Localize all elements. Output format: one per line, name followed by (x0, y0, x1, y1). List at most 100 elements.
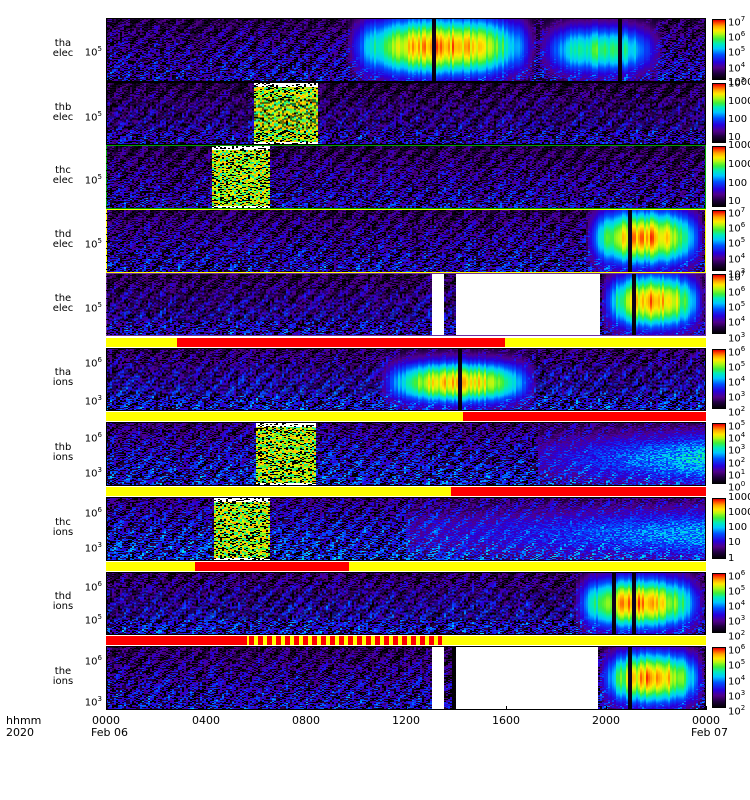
x-tickmark (706, 706, 707, 710)
colorbar-the-elec (712, 273, 726, 335)
spectrogram-panel-thc-ions (106, 496, 706, 561)
y-tickmark (106, 213, 109, 214)
colorbar-label-the-elec-4: 103 (728, 330, 746, 344)
y-tickmark (106, 365, 109, 366)
y-tickmark (106, 685, 109, 686)
panel-label-line1: thb (54, 442, 72, 454)
y-tickmark (106, 206, 109, 207)
y-tickmark (106, 351, 109, 352)
y-tickmark (106, 43, 109, 44)
y-tickmark (106, 312, 109, 313)
y-tickmark (106, 433, 109, 434)
spectrogram-panel-the-elec (106, 272, 706, 337)
colorbar-label-thc-ions-2: 100 (728, 522, 748, 534)
spectrogram-image-the-ions (106, 646, 706, 710)
panel-label-thd-ions: thd ions (48, 592, 78, 612)
colorbar-label-tha-ions-0: 106 (728, 344, 746, 358)
y-tickmark (106, 22, 109, 23)
colorbar-label-the-elec-0: 107 (728, 269, 746, 284)
spectrogram-panel-thd-elec (106, 209, 706, 273)
y-tickmark (106, 372, 109, 373)
x-date-start: Feb 06 (91, 726, 128, 739)
y-tickmark (106, 386, 109, 387)
y-tick-thd-ions-0: 106 (84, 580, 102, 594)
y-tickmark (106, 358, 109, 359)
spectrogram-image-thc-elec (106, 145, 706, 210)
y-tickmark (106, 78, 109, 79)
y-tickmark (106, 248, 109, 249)
status-after-thb-ions (106, 486, 706, 496)
colorbar-label-thc-ions-4: 1 (728, 552, 735, 564)
x-tick-label-5: 2000 (591, 714, 620, 727)
spectrogram-panel-thb-ions (106, 422, 706, 486)
colorbar-label-tha-elec-4: 103 (728, 75, 746, 90)
status-after-tha-ions (106, 412, 706, 422)
y-tick-thc-elec-0: 105 (84, 173, 102, 187)
colorbar-gradient (713, 211, 725, 270)
x-tickmark (206, 706, 207, 710)
panel-label-line1: tha (54, 37, 72, 49)
colorbar-label-the-ions-4: 102 (728, 704, 746, 718)
y-tickmark (106, 440, 109, 441)
status-after-tha-ions-segment-0 (106, 412, 463, 422)
y-tickmark (106, 706, 109, 707)
y-tickmark (106, 475, 109, 476)
spectrogram-image-thc-ions (106, 496, 706, 561)
colorbar-label-thb-ions-1: 104 (728, 431, 746, 445)
x-tickmark (506, 706, 507, 710)
y-tickmark (106, 71, 109, 72)
colorbar-label-thc-ions-0: 10000 (728, 491, 750, 503)
y-tick-thd-elec-0: 105 (84, 236, 102, 251)
y-tick-tha-elec-0: 105 (84, 44, 102, 58)
y-tickmark (106, 522, 109, 523)
y-tickmark (106, 596, 109, 597)
status-after-thd-ions-segment-2 (248, 636, 442, 646)
y-tickmark (106, 515, 109, 516)
y-tick-thc-ions-0: 106 (84, 505, 102, 519)
spectrogram-image-the-elec (106, 272, 706, 337)
y-tickmark (106, 128, 109, 129)
y-tickmark (106, 149, 109, 150)
y-tickmark (106, 333, 109, 334)
x-tick-label-2: 0800 (291, 714, 320, 727)
colorbar-label-the-elec-2: 105 (728, 300, 746, 314)
colorbar-thb-elec (712, 82, 726, 144)
panel-label-line2: ions (52, 452, 74, 464)
colorbar-label-thb-elec-3: 10 (728, 131, 741, 143)
colorbar-tha-elec (712, 19, 726, 80)
y-tickmark (106, 678, 109, 679)
y-tickmark (106, 135, 109, 136)
colorbar-label-thd-elec-3: 104 (728, 251, 746, 265)
colorbar-thd-ions (712, 572, 726, 634)
colorbar-label-thb-ions-5: 100 (728, 479, 746, 494)
panel-label-tha-ions: tha ions (48, 368, 78, 388)
y-tickmark (106, 298, 109, 299)
y-tickmark (106, 543, 109, 544)
colorbar-label-thd-elec-4: 103 (728, 266, 746, 281)
y-tickmark (106, 99, 109, 100)
y-tickmark (106, 319, 109, 320)
panel-label-line2: ions (52, 676, 74, 688)
panel-label-line1: thc (55, 516, 71, 528)
colorbar-label-tha-ions-4: 102 (728, 405, 746, 419)
spectrogram-image-thb-elec (106, 81, 706, 146)
colorbar-label-thc-ions-3: 10 (728, 537, 741, 549)
colorbar-label-thb-elec-2: 100 (728, 114, 748, 126)
y-tickmark (106, 290, 109, 291)
y-tickmark (106, 482, 109, 483)
status-after-the-elec (106, 337, 706, 347)
y-tickmark (106, 163, 109, 164)
y-tick-thb-elec-0: 105 (84, 109, 102, 123)
spectrogram-image-thd-elec (106, 209, 706, 273)
panel-label-line1: thc (55, 165, 71, 177)
colorbar-label-thb-ions-2: 103 (728, 443, 746, 457)
y-tickmark (106, 184, 109, 185)
y-tickmark (106, 550, 109, 551)
y-tick-thb-ions-0: 106 (84, 430, 102, 445)
colorbar-label-thb-elec-1: 1000 (728, 95, 750, 107)
panel-label-line1: tha (54, 367, 72, 379)
status-after-thb-ions-segment-0 (106, 486, 451, 496)
y-tickmark (106, 379, 109, 380)
colorbar-label-thd-ions-2: 104 (728, 598, 746, 613)
status-after-thc-ions-segment-0 (106, 561, 706, 571)
